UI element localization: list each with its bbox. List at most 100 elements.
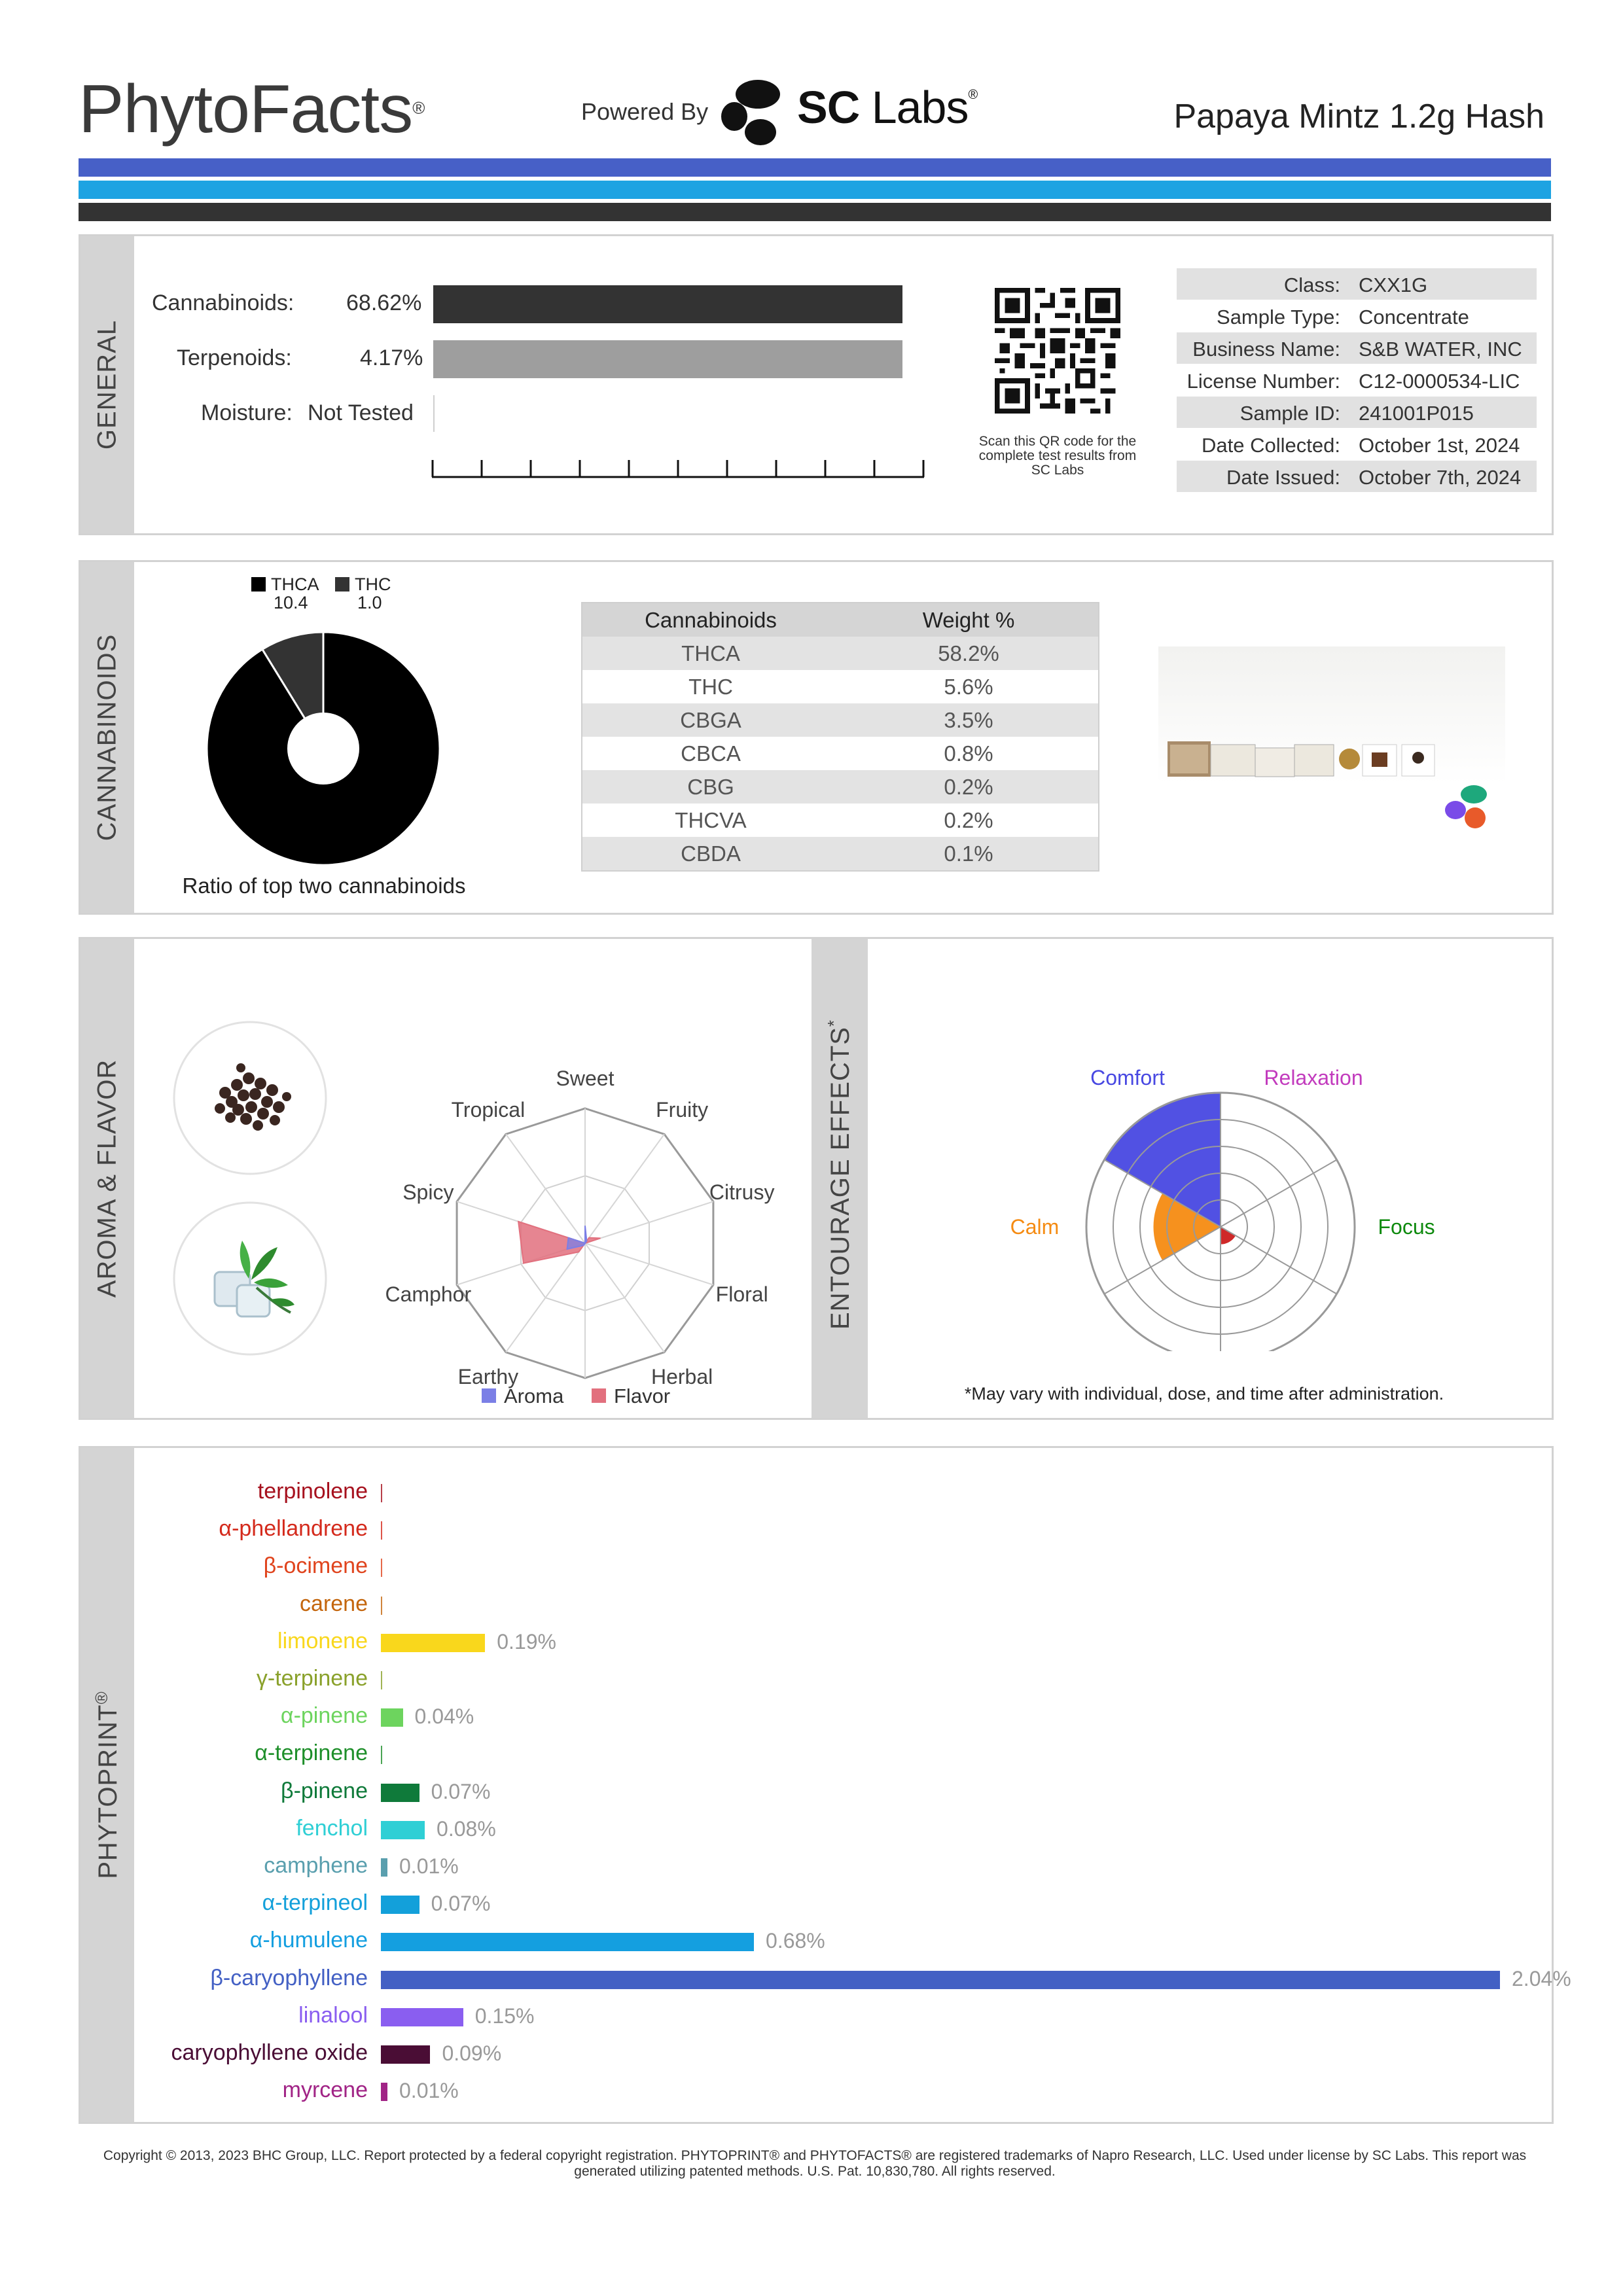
header-stripe-blue — [79, 158, 1551, 177]
terpene-name: caryophyllene oxide — [171, 2040, 368, 2065]
entourage-wedge-comfort — [1104, 1093, 1221, 1227]
aroma-sidebar: AROMA & FLAVOR — [80, 939, 134, 1418]
terpene-value: 0.07% — [431, 1892, 491, 1916]
table-cell-weight: 0.8% — [944, 741, 993, 766]
radar-spoke — [584, 1133, 665, 1244]
general-scale-ruler — [431, 460, 925, 478]
terpenoids-label: Terpenoids: — [177, 345, 292, 370]
info-row-business-name: Business Name: S&B WATER, INC — [1177, 332, 1537, 364]
entourage-label-focus: Focus — [1378, 1215, 1435, 1239]
radar-spoke — [505, 1243, 586, 1353]
terpene-value: 0.01% — [399, 2079, 459, 2103]
table-header-row: Cannabinoids Weight % — [582, 603, 1099, 637]
terpene-name: terpinolene — [257, 1479, 368, 1504]
table-header-cannabinoids: Cannabinoids — [582, 603, 839, 637]
terpene-value: 0.07% — [431, 1779, 491, 1803]
table-cell-name: CBCA — [681, 741, 741, 766]
mint-ice-image — [173, 1201, 327, 1356]
entourage-wedges — [1104, 1093, 1236, 1261]
qr-code[interactable] — [995, 288, 1120, 414]
radar-axis-label: Spicy — [402, 1180, 454, 1204]
terpene-name: linalool — [298, 2002, 368, 2028]
cannabinoids-bar — [433, 285, 902, 323]
terpene-bar — [381, 1896, 419, 1915]
legend-thc-swatch — [335, 577, 349, 592]
radar-spoke — [505, 1133, 586, 1244]
cannabinoids-section-title: CANNABINOIDS — [92, 633, 122, 841]
aroma-flavor-radar-chart: SweetFruityCitrusyFloralHerbalPineyEarth… — [385, 1067, 775, 1388]
terpene-value: 0.19% — [497, 1629, 556, 1653]
terpene-value: 0.08% — [437, 1816, 496, 1841]
radar-axis-label: Fruity — [656, 1098, 708, 1122]
terpene-name: β-pinene — [281, 1778, 368, 1803]
radar-series — [517, 1220, 601, 1264]
general-sidebar: GENERAL — [80, 236, 134, 533]
phytoprint-panel — [79, 1446, 1554, 2124]
entourage-labels: RelaxationFocusEnergyInspirationCalmComf… — [1010, 1066, 1435, 1239]
terpene-bar — [381, 1933, 754, 1952]
entourage-spoke — [1103, 1226, 1221, 1295]
table-row: CBCA 0.8% — [582, 737, 1099, 770]
terpenoids-value: 4.17% — [360, 345, 423, 370]
copyright-notice: Copyright © 2013, 2023 BHC Group, LLC. R… — [103, 2148, 1527, 2179]
terpene-value: 0.04% — [414, 1704, 474, 1729]
radar-axis-label: Floral — [716, 1282, 768, 1306]
moisture-label: Moisture: — [201, 400, 293, 425]
terpenoids-bar — [433, 340, 902, 378]
table-cell-name: CBG — [582, 770, 839, 804]
terpene-name: limonene — [277, 1628, 368, 1653]
terpene-value: 0.09% — [442, 2041, 502, 2065]
radar-series-flavor — [517, 1220, 601, 1264]
sc-labs-logo: SC Labs® — [797, 82, 978, 133]
table-row: THCVA 0.2% — [582, 804, 1099, 837]
legend-flavor-swatch — [592, 1388, 606, 1403]
table-row: CBGA 3.5% — [582, 703, 1099, 737]
table-cell-weight: 0.2% — [839, 770, 1099, 804]
cannabinoids-sidebar: CANNABINOIDS — [80, 562, 134, 913]
terpene-bar — [381, 2083, 387, 2102]
terpene-bar — [381, 1559, 382, 1578]
aroma-section-title: AROMA & FLAVOR — [92, 1059, 122, 1298]
terpene-bar — [381, 1746, 382, 1765]
legend-thca-ratio: 10.4 — [274, 593, 308, 612]
entourage-effects-chart: RelaxationFocusEnergyInspirationCalmComf… — [1010, 1066, 1435, 1351]
qr-caption: Scan this QR code for the complete test … — [978, 434, 1137, 478]
radar-axis-label: Earthy — [458, 1365, 518, 1388]
terpene-bar — [381, 2007, 463, 2026]
info-row-date-issued: Date Issued: October 7th, 2024 — [1177, 461, 1537, 492]
entourage-grid — [1085, 1091, 1356, 1351]
table-row: CBG 0.2% — [582, 770, 1099, 804]
radar-axis-label: Tropical — [452, 1098, 526, 1122]
legend-thca-name: THCA — [271, 574, 319, 594]
terpene-bar — [381, 1633, 486, 1652]
terpene-bar — [381, 1970, 1500, 1989]
table-cell-name: CBDA — [582, 837, 839, 871]
entourage-section-title: ENTOURAGE EFFECTS* — [823, 1019, 855, 1330]
info-row-date-collected: Date Collected: October 1st, 2024 — [1202, 434, 1520, 457]
entourage-wedge-energy — [1221, 1227, 1236, 1245]
table-cell-name: CBGA — [582, 703, 839, 737]
header-stripe-dark — [79, 203, 1551, 221]
radar-spoke — [584, 1201, 714, 1244]
table-cell-name: THCVA — [675, 807, 747, 832]
terpene-value: 0.15% — [474, 2004, 535, 2028]
phytofacts-logo: PhytoFacts® — [79, 71, 425, 147]
entourage-label-relaxation: Relaxation — [1264, 1066, 1363, 1089]
radar-axis-label: Camphor — [385, 1282, 472, 1306]
product-photo — [1158, 646, 1505, 828]
terpene-bar — [381, 1708, 403, 1727]
cannabinoids-table: Cannabinoids Weight % THCA 58.2% THC 5.6% … — [581, 602, 1099, 872]
radar-spoke — [584, 1243, 665, 1353]
product-name: Papaya Mintz 1.2g Hash — [1173, 97, 1544, 135]
cannabinoids-label: Cannabinoids: — [152, 291, 294, 315]
entourage-label-calm: Calm — [1010, 1215, 1060, 1239]
entourage-spoke — [1103, 1159, 1221, 1227]
legend-aroma-label: Aroma — [504, 1385, 564, 1407]
entourage-note: *May vary with individual, dose, and tim… — [964, 1384, 1444, 1404]
radar-axis-label: Herbal — [651, 1365, 713, 1388]
info-row-sample-id: Sample ID: 241001P015 — [1177, 397, 1537, 428]
terpene-name: α-terpinene — [255, 1740, 368, 1766]
terpene-bar — [381, 1484, 382, 1502]
terpene-bar — [381, 1521, 382, 1540]
table-cell-weight: 3.5% — [839, 703, 1099, 737]
